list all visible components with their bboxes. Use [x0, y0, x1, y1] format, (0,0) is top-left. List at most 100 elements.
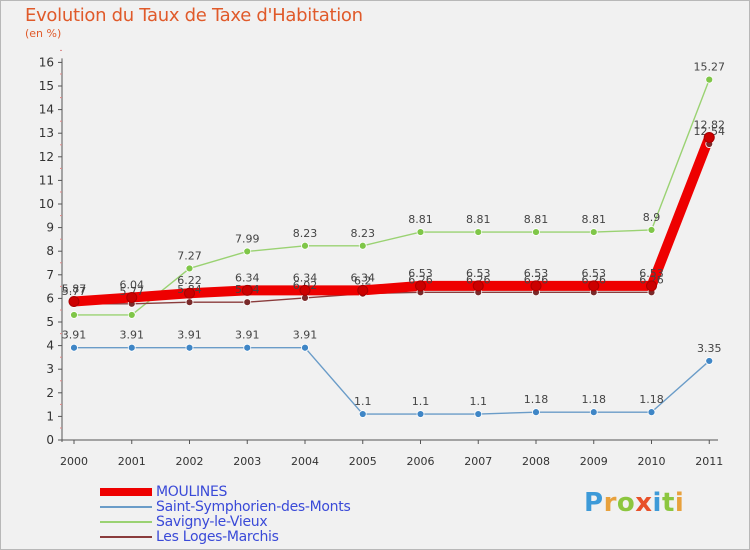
data-point-1: [647, 226, 656, 234]
data-label-3: 6.04: [120, 278, 145, 291]
chart-title: Evolution du Taux de Taxe d'Habitation: [25, 5, 363, 26]
data-label-1: 7.99: [235, 232, 260, 245]
y-tick-label: 12: [39, 150, 54, 164]
y-tick-label: 8: [46, 244, 54, 258]
data-point-0: [243, 343, 252, 352]
legend-swatch-savigny: [100, 520, 152, 523]
data-point-1: [474, 228, 483, 236]
data-label-1: 7.27: [177, 249, 202, 262]
data-label-3: 6.53: [524, 267, 549, 280]
data-label-3: 6.53: [582, 267, 607, 280]
legend: MOULINES Saint-Symphorien-des-Monts Savi…: [100, 483, 351, 545]
data-label-3: 6.53: [466, 267, 491, 280]
data-label-0: 3.91: [120, 329, 145, 342]
data-point-0: [532, 408, 540, 417]
y-tick-label: 6: [46, 291, 54, 305]
data-label-2: 6.26: [582, 273, 607, 286]
data-label-0: 3.91: [62, 329, 87, 342]
data-label-3: 6.34: [235, 271, 260, 284]
data-label-3: 6.34: [351, 271, 376, 284]
legend-item-savigny: Savigny-le-Vieux: [100, 513, 350, 530]
data-point-1: [416, 228, 425, 236]
y-tick-label: 14: [39, 103, 54, 117]
data-point-1: [532, 228, 540, 236]
legend-swatch-saint-symphorien: [100, 505, 152, 508]
data-label-2: 6.26: [466, 273, 491, 286]
data-point-3: [703, 131, 715, 143]
y-tick-label: 0: [46, 433, 54, 447]
x-tick-label: 2005: [349, 455, 377, 468]
data-label-0: 1.18: [639, 393, 664, 406]
x-tick-label: 2011: [695, 455, 723, 468]
data-point-3: [184, 287, 195, 299]
data-label-0: 3.35: [697, 342, 722, 355]
legend-swatch-moulines: [100, 487, 152, 496]
x-tick-label: 2007: [464, 455, 492, 468]
x-tick-label: 2004: [291, 455, 319, 468]
data-point-3: [415, 280, 426, 292]
data-label-1: 8.81: [524, 213, 549, 226]
series-line-0: [73, 347, 710, 415]
data-point-2: [243, 298, 252, 307]
data-label-3: 5.87: [62, 282, 87, 295]
data-point-0: [474, 410, 483, 418]
series-line-2: [73, 143, 710, 305]
data-point-0: [589, 408, 598, 417]
data-point-0: [301, 343, 309, 352]
data-point-1: [185, 264, 194, 273]
data-label-0: 1.18: [524, 393, 549, 406]
y-tick-label: 11: [39, 173, 54, 187]
x-tick-label: 2010: [638, 455, 666, 468]
data-label-3: 6.53: [408, 267, 433, 280]
data-point-0: [705, 357, 714, 365]
proxiti-logo: Proxiti: [584, 488, 685, 518]
data-label-0: 1.1: [470, 395, 488, 408]
data-point-3: [241, 284, 253, 296]
data-point-0: [70, 343, 78, 352]
data-label-0: 1.18: [582, 393, 607, 406]
data-label-1: 15.27: [694, 61, 726, 74]
y-tick-label: 3: [46, 362, 54, 376]
data-label-1: 8.9: [643, 211, 661, 224]
data-label-1: 8.81: [466, 213, 491, 226]
data-point-1: [705, 75, 714, 84]
data-label-0: 3.91: [235, 329, 260, 342]
data-label-0: 1.1: [354, 395, 372, 408]
legend-item-moulines: MOULINES: [100, 483, 350, 500]
data-label-3: 6.53: [639, 267, 664, 280]
data-label-2: 12.54: [694, 125, 726, 138]
data-label-2: 6.2: [354, 275, 372, 288]
y-tick-label: 2: [46, 386, 54, 400]
data-label-2: 6.26: [639, 273, 664, 286]
data-label-1: 8.23: [351, 227, 376, 240]
data-label-2: 5.77: [120, 285, 145, 298]
x-tick-label: 2002: [176, 455, 204, 468]
data-point-0: [416, 410, 425, 418]
legend-swatch-les-loges: [100, 535, 152, 538]
data-label-1: 8.23: [293, 227, 318, 240]
data-point-3: [299, 284, 311, 296]
y-tick-label: 4: [46, 339, 54, 353]
data-label-3: 6.22: [177, 274, 202, 287]
data-point-0: [358, 410, 367, 418]
data-label-3: 12.82: [694, 118, 726, 131]
legend-label-moulines: MOULINES: [156, 483, 228, 500]
data-point-1: [589, 228, 598, 236]
x-tick-label: 2009: [580, 455, 608, 468]
data-label-2: 6.26: [524, 273, 549, 286]
x-tick-label: 2008: [522, 455, 550, 468]
data-point-3: [646, 280, 657, 292]
x-tick-label: 2001: [118, 455, 146, 468]
x-tick-label: 2003: [233, 455, 261, 468]
y-tick-label: 1: [46, 409, 54, 423]
data-point-2: [185, 298, 194, 307]
data-point-1: [70, 311, 78, 319]
y-tick-label: 9: [46, 221, 54, 235]
legend-label-savigny: Savigny-le-Vieux: [156, 513, 268, 530]
data-point-1: [358, 241, 367, 250]
y-tick-label: 15: [39, 79, 54, 93]
data-point-3: [68, 295, 80, 307]
x-tick-label: 2006: [407, 455, 435, 468]
data-label-2: 6.26: [408, 273, 433, 286]
